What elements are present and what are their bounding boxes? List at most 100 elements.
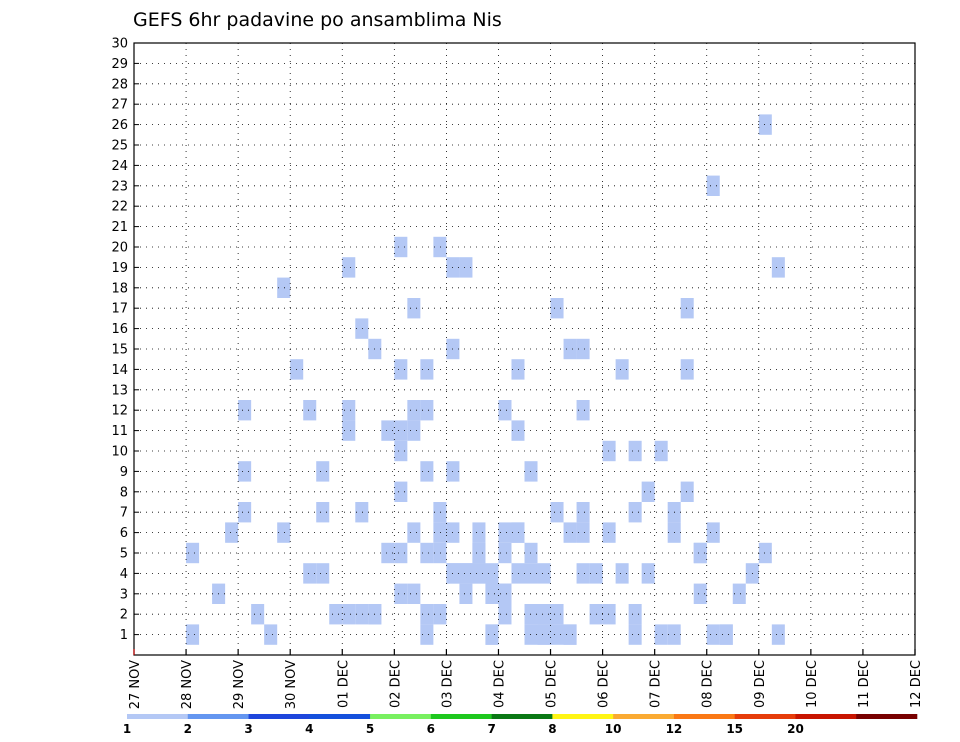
heat-cell <box>381 542 395 564</box>
heat-cell <box>706 522 720 543</box>
colorbar-label: 12 <box>666 722 683 736</box>
heat-cell <box>498 522 512 543</box>
colorbar-segment <box>552 714 614 719</box>
heat-cell <box>680 359 694 380</box>
heat-cell <box>706 175 720 196</box>
heat-cell <box>251 604 265 625</box>
heat-cell <box>524 624 538 645</box>
heat-cell <box>550 502 564 523</box>
heat-cell <box>576 502 590 523</box>
heat-cell <box>342 400 356 421</box>
y-tick-label: 16 <box>111 322 128 337</box>
y-tick-label: 19 <box>111 261 128 276</box>
x-tick-label: 05 DEC <box>545 660 560 708</box>
y-tick-label: 28 <box>111 77 128 92</box>
heat-cell <box>602 522 616 543</box>
heat-cell <box>615 563 629 584</box>
heat-cell <box>485 624 499 645</box>
y-tick-label: 4 <box>120 567 128 582</box>
y-tick-label: 27 <box>111 98 128 113</box>
y-tick-label: 6 <box>120 526 128 541</box>
heat-cell <box>524 604 538 625</box>
y-tick-label: 21 <box>111 220 128 235</box>
x-tick-label: 07 DEC <box>649 660 664 708</box>
heat-cell <box>498 400 512 421</box>
heat-cell <box>459 583 473 604</box>
y-tick-label: 20 <box>111 241 128 256</box>
heat-cell <box>433 236 447 258</box>
y-tick-label: 1 <box>120 628 128 643</box>
y-tick-label: 24 <box>111 159 128 174</box>
heat-cell <box>186 624 200 645</box>
heat-cell <box>394 583 408 604</box>
heat-cell <box>264 624 278 645</box>
heat-cell <box>602 604 616 625</box>
colorbar-label: 15 <box>726 722 743 736</box>
heat-cell <box>537 604 551 625</box>
colorbar-segment <box>187 714 249 719</box>
y-tick-label: 7 <box>120 506 128 521</box>
heat-cell <box>537 563 551 584</box>
heat-cell <box>420 461 434 482</box>
colorbar-segment <box>856 714 918 719</box>
heat-cell <box>303 563 317 584</box>
heat-cell <box>277 522 291 543</box>
heat-cell <box>238 461 252 482</box>
colorbar-label: 3 <box>244 722 252 736</box>
heat-cell <box>628 440 642 462</box>
colorbar-segment <box>491 714 553 719</box>
y-tick-label: 11 <box>111 424 128 439</box>
colorbar-segment <box>673 714 735 719</box>
heat-cell <box>511 563 525 584</box>
y-tick-label: 8 <box>120 485 128 500</box>
y-tick-label: 10 <box>111 445 128 460</box>
heat-cell <box>433 542 447 564</box>
y-tick-label: 2 <box>120 608 128 623</box>
y-tick-label: 25 <box>111 139 128 154</box>
heat-cell <box>511 420 525 441</box>
y-tick-label: 14 <box>111 363 128 378</box>
y-tick-label: 17 <box>111 302 128 317</box>
heat-cell <box>576 563 590 584</box>
heat-cell <box>628 604 642 625</box>
heat-cell <box>394 236 408 258</box>
heat-cell <box>342 420 356 441</box>
colorbar-label: 7 <box>487 722 495 736</box>
heat-cell <box>576 522 590 543</box>
heat-cell <box>355 318 369 339</box>
heat-cell <box>758 542 772 564</box>
heat-cell <box>433 522 447 543</box>
x-tick-label: 06 DEC <box>597 660 612 708</box>
heat-cell <box>485 563 499 584</box>
heat-cell <box>498 542 512 564</box>
heat-cell <box>485 583 499 604</box>
heat-cell <box>342 604 356 625</box>
y-tick-label: 9 <box>120 465 128 480</box>
heat-cell <box>498 604 512 625</box>
heat-cell <box>407 400 421 421</box>
heat-cell <box>355 502 369 523</box>
y-tick-label: 5 <box>120 547 128 562</box>
heat-cell <box>394 359 408 380</box>
heat-cell <box>511 359 525 380</box>
y-ticks: 1234567891011121314151617181920212223242… <box>111 37 139 643</box>
x-tick-label: 09 DEC <box>753 660 768 708</box>
heat-cell <box>407 522 421 543</box>
y-tick-label: 23 <box>111 179 128 194</box>
colorbar-label: 6 <box>427 722 435 736</box>
heat-cell <box>641 481 655 502</box>
y-tick-label: 13 <box>111 383 128 398</box>
heat-cell <box>433 604 447 625</box>
heat-cell <box>420 400 434 421</box>
heat-cell <box>732 583 746 604</box>
x-tick-label: 01 DEC <box>336 660 351 708</box>
heat-cell <box>550 298 564 319</box>
heat-cell <box>576 338 590 360</box>
y-tick-label: 29 <box>111 57 128 72</box>
y-tick-label: 15 <box>111 343 128 358</box>
x-tick-label: 08 DEC <box>701 660 716 708</box>
cells-layer <box>186 114 785 645</box>
colorbar-label: 20 <box>787 722 804 736</box>
heat-cell <box>693 583 707 604</box>
